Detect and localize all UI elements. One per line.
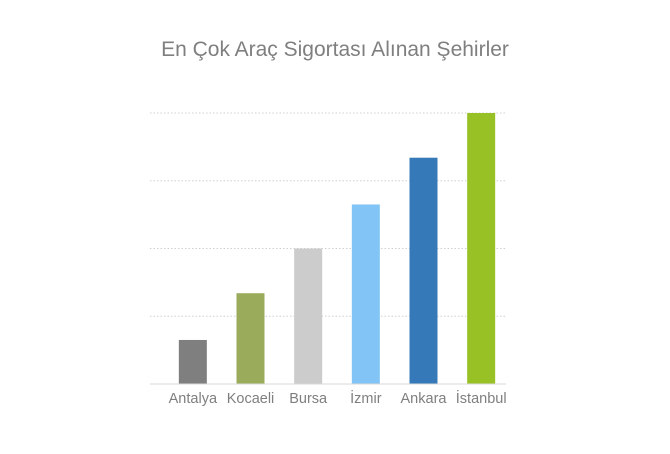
x-tick-label: Kocaeli [227, 391, 275, 407]
gridlines [150, 112, 506, 317]
x-tick-label: İzmir [350, 389, 382, 407]
chart-title: En Çok Araç Sigortası Alınan Şehirler [161, 38, 509, 61]
x-tick-label: Ankara [401, 391, 448, 407]
bar-antalya [178, 339, 207, 384]
bar-i̇stanbul [467, 113, 496, 384]
bar-bursa [294, 248, 323, 384]
bar-i̇zmir [351, 204, 380, 384]
bar-kocaeli [236, 293, 265, 384]
x-tick-label: Bursa [289, 391, 328, 407]
x-tick-labels: Antalya Kocaeli Bursa İzmir Ankara İstanbul [169, 389, 507, 407]
x-tick-label: İstanbul [456, 389, 507, 407]
bars [178, 113, 496, 384]
bar-ankara [409, 157, 438, 384]
x-tick-label: Antalya [169, 391, 218, 407]
